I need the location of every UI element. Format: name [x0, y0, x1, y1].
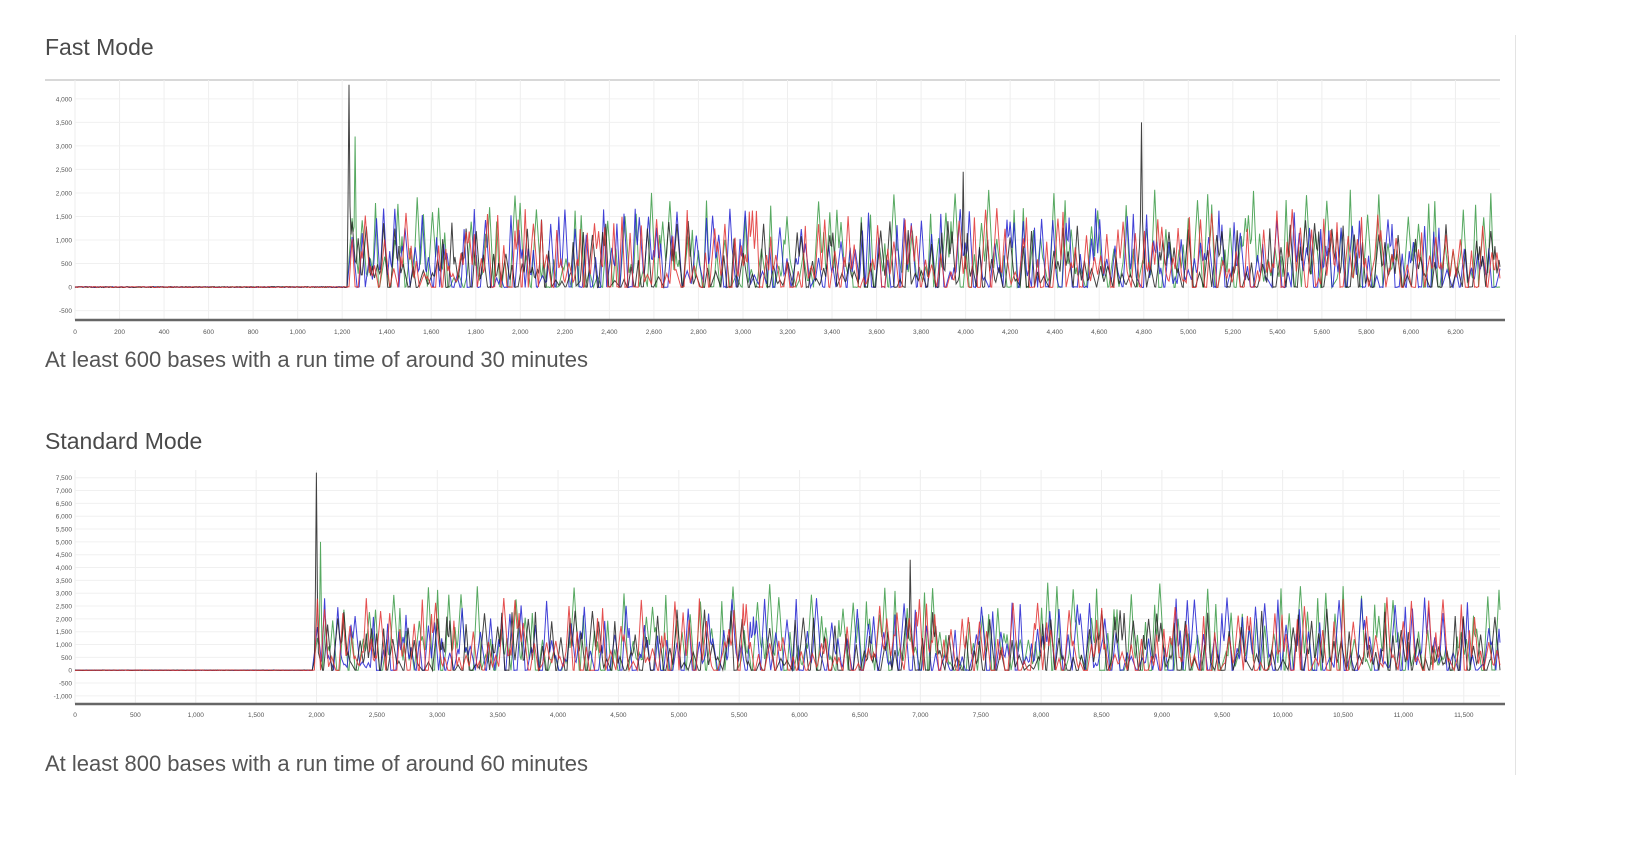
x-tick-label: 2,500 — [369, 712, 386, 719]
x-tick-label: 4,400 — [1047, 329, 1064, 336]
y-tick-label: -500 — [59, 308, 72, 315]
x-tick-label: 4,000 — [550, 712, 567, 719]
y-tick-label: 5,500 — [56, 527, 73, 534]
x-tick-label: 2,000 — [512, 329, 529, 336]
y-tick-label: 1,500 — [56, 629, 73, 636]
x-tick-label: 6,000 — [791, 712, 808, 719]
x-tick-label: 6,000 — [1403, 329, 1420, 336]
trace-series-3 — [74, 208, 1501, 289]
y-tick-label: 0 — [68, 668, 72, 675]
y-tick-label: 3,000 — [56, 591, 73, 598]
x-tick-label: 7,000 — [912, 712, 929, 719]
y-tick-label: -500 — [59, 681, 72, 688]
x-tick-label: 8,000 — [1033, 712, 1050, 719]
divider — [1515, 35, 1516, 775]
x-tick-label: 2,600 — [646, 329, 663, 336]
x-tick-label: 9,000 — [1154, 712, 1171, 719]
x-tick-label: 8,500 — [1093, 712, 1110, 719]
x-tick-label: 11,500 — [1454, 712, 1474, 719]
y-tick-label: 3,000 — [56, 143, 73, 150]
x-tick-label: 6,200 — [1447, 329, 1464, 336]
x-tick-label: 500 — [130, 712, 141, 719]
y-tick-label: 7,000 — [56, 488, 73, 495]
y-tick-label: 4,500 — [56, 552, 73, 559]
x-tick-label: 10,500 — [1333, 712, 1353, 719]
x-tick-label: 3,600 — [868, 329, 885, 336]
x-tick-label: 5,200 — [1225, 329, 1242, 336]
x-tick-label: 5,500 — [731, 712, 748, 719]
y-tick-label: 1,500 — [56, 214, 73, 221]
y-tick-label: 6,500 — [56, 501, 73, 508]
y-tick-label: 3,500 — [56, 120, 73, 127]
y-tick-label: 2,000 — [56, 190, 73, 197]
y-tick-label: 4,000 — [56, 96, 73, 103]
standard-mode-caption: At least 800 bases with a run time of ar… — [45, 751, 588, 776]
x-tick-label: 4,800 — [1136, 329, 1153, 336]
x-tick-label: 200 — [114, 329, 125, 336]
y-tick-label: 6,000 — [56, 514, 73, 521]
trace-series-3 — [75, 597, 1501, 673]
x-tick-label: 3,200 — [779, 329, 796, 336]
x-tick-label: 2,200 — [557, 329, 574, 336]
y-tick-label: 2,000 — [56, 616, 73, 623]
x-tick-label: 3,000 — [735, 329, 752, 336]
x-tick-label: 2,800 — [690, 329, 707, 336]
x-tick-label: 4,000 — [957, 329, 974, 336]
y-tick-label: 1,000 — [56, 238, 73, 245]
x-tick-label: 5,000 — [671, 712, 688, 719]
x-tick-label: 10,000 — [1273, 712, 1293, 719]
x-tick-label: 0 — [73, 329, 77, 336]
standard-mode-title: Standard Mode — [45, 428, 203, 454]
x-tick-label: 1,400 — [379, 329, 396, 336]
fast-mode-caption: At least 600 bases with a run time of ar… — [45, 347, 588, 372]
fast-mode-chart: -500 0 500 1,000 1,500 2,000 2,500 3,000 3,500 4,… — [45, 79, 1505, 336]
y-tick-label: 0 — [68, 285, 72, 292]
x-tick-label: 400 — [159, 329, 170, 336]
x-tick-label: 0 — [73, 712, 77, 719]
x-tick-label: 2,400 — [601, 329, 618, 336]
y-tick-label: 3,500 — [56, 578, 73, 585]
y-tick-label: 500 — [61, 655, 72, 662]
x-tick-label: 4,600 — [1091, 329, 1108, 336]
fast-mode-title: Fast Mode — [45, 34, 154, 60]
x-tick-label: 800 — [248, 329, 259, 336]
x-tick-label: 9,500 — [1214, 712, 1231, 719]
x-tick-label: 1,000 — [290, 329, 307, 336]
x-tick-label: 11,000 — [1394, 712, 1414, 719]
y-tick-label: 500 — [61, 261, 72, 268]
y-tick-label: 7,500 — [56, 475, 73, 482]
y-tick-label: 1,000 — [56, 642, 73, 649]
x-tick-label: 2,000 — [308, 712, 325, 719]
x-tick-label: 1,000 — [188, 712, 205, 719]
x-tick-label: 600 — [203, 329, 214, 336]
trace-series-2 — [74, 472, 1501, 673]
x-tick-label: 3,800 — [913, 329, 930, 336]
x-tick-label: 1,200 — [334, 329, 351, 336]
y-tick-label: 4,000 — [56, 565, 73, 572]
x-tick-label: 4,200 — [1002, 329, 1019, 336]
x-tick-label: 7,500 — [973, 712, 990, 719]
x-tick-label: 5,000 — [1180, 329, 1197, 336]
x-tick-label: 3,500 — [490, 712, 507, 719]
x-tick-label: 5,800 — [1358, 329, 1375, 336]
y-tick-label: 2,500 — [56, 604, 73, 611]
standard-mode-chart: -1,000 -500 0 500 1,000 1,500 2,000 2,500 3,000 3… — [54, 470, 1505, 719]
y-tick-label: -1,000 — [54, 693, 73, 700]
y-tick-label: 5,000 — [56, 539, 73, 546]
x-tick-label: 3,000 — [429, 712, 446, 719]
x-tick-label: 3,400 — [824, 329, 841, 336]
x-tick-label: 1,600 — [423, 329, 440, 336]
x-tick-label: 5,400 — [1269, 329, 1286, 336]
x-tick-label: 5,600 — [1314, 329, 1331, 336]
x-tick-label: 6,500 — [852, 712, 869, 719]
x-tick-label: 1,500 — [248, 712, 265, 719]
x-tick-label: 4,500 — [610, 712, 627, 719]
y-tick-label: 2,500 — [56, 167, 73, 174]
x-tick-label: 1,800 — [468, 329, 485, 336]
